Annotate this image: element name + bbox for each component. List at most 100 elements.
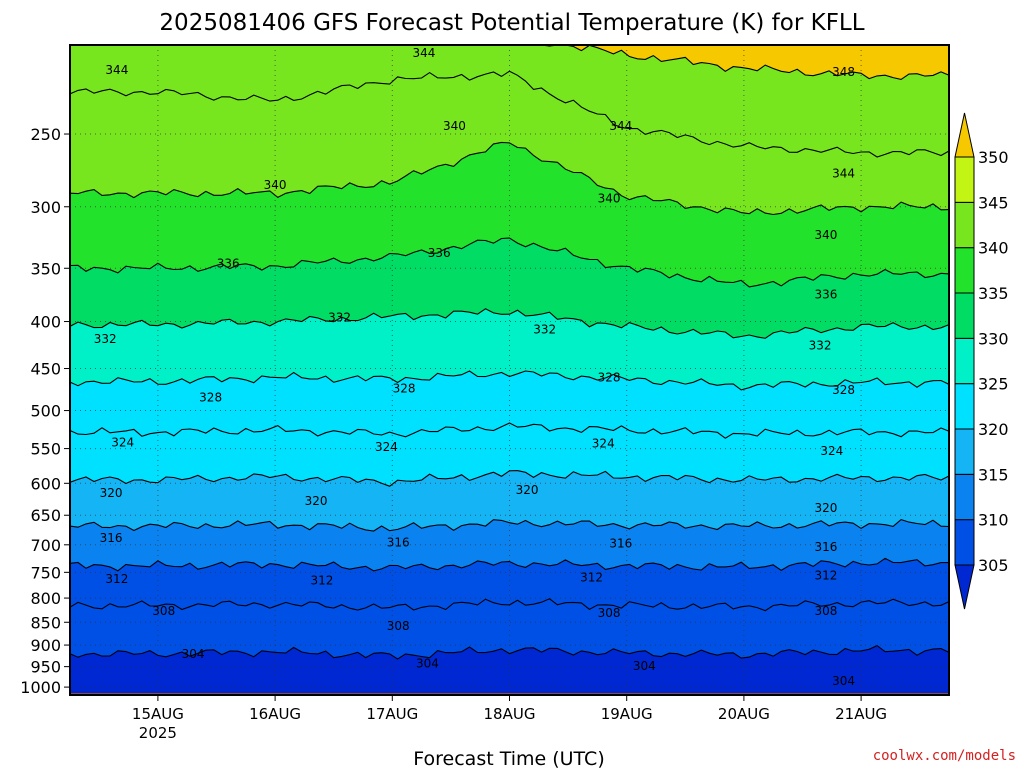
grid-lines bbox=[70, 45, 949, 695]
isentrope-line bbox=[69, 422, 950, 439]
x-tick-label: 17AUG bbox=[366, 705, 418, 723]
colorbar-label: 335 bbox=[978, 284, 1009, 303]
colorbar-segment bbox=[954, 247, 975, 294]
contour-label: 320 bbox=[516, 483, 539, 497]
contour-label: 336 bbox=[814, 288, 837, 302]
y-tick-label: 700 bbox=[30, 536, 61, 555]
contour-label: 312 bbox=[580, 571, 603, 585]
band-fill bbox=[70, 45, 949, 157]
contour-label: 312 bbox=[814, 569, 837, 583]
contour-label: 340 bbox=[264, 178, 287, 192]
contour-label: 316 bbox=[387, 536, 410, 550]
contour-label: 324 bbox=[375, 440, 398, 454]
chart-title: 2025081406 GFS Forecast Potential Temper… bbox=[159, 10, 864, 36]
contour-label: 316 bbox=[814, 540, 837, 554]
y-tick-label: 850 bbox=[30, 613, 61, 632]
x-axis-label: Forecast Time (UTC) bbox=[413, 748, 604, 768]
colorbar-label: 320 bbox=[978, 420, 1009, 439]
colorbar-segment bbox=[954, 428, 975, 475]
y-tick-label: 450 bbox=[30, 360, 61, 379]
isentrope-line bbox=[69, 644, 950, 660]
contour-label: 344 bbox=[609, 119, 632, 133]
contour-label: 320 bbox=[814, 501, 837, 515]
colorbar-label: 330 bbox=[978, 329, 1009, 348]
colorbar-segment bbox=[954, 292, 975, 339]
contour-label: 328 bbox=[393, 381, 416, 395]
contour-label: 344 bbox=[832, 166, 855, 180]
isentrope-line bbox=[69, 370, 950, 391]
colorbar-label: 310 bbox=[978, 511, 1009, 530]
x-tick-label: 16AUG bbox=[249, 705, 301, 723]
contour-label: 316 bbox=[100, 531, 123, 545]
y-tick-label: 300 bbox=[30, 198, 61, 217]
contour-label: 308 bbox=[152, 604, 175, 618]
shaded-bands bbox=[70, 45, 949, 695]
colorbar-segment bbox=[954, 383, 975, 430]
contour-label: 324 bbox=[111, 436, 134, 450]
contour-label: 304 bbox=[633, 659, 656, 673]
colorbar-label: 345 bbox=[978, 193, 1009, 212]
contour-label: 304 bbox=[182, 647, 205, 661]
isentrope-line bbox=[69, 470, 950, 487]
contour-label: 308 bbox=[598, 606, 621, 620]
y-tick-label: 350 bbox=[30, 259, 61, 278]
colorbar-segment bbox=[954, 156, 975, 203]
x-tick-label: 21AUG bbox=[835, 705, 887, 723]
y-tick-label: 650 bbox=[30, 506, 61, 525]
y-tick-label: 1000 bbox=[20, 678, 61, 697]
colorbar-segment bbox=[954, 337, 975, 385]
contour-label: 340 bbox=[443, 119, 466, 133]
y-axis: 250 300 350 400 450 500 550 600 650 700 750 800 850 9… bbox=[20, 125, 70, 697]
contour-label: 304 bbox=[416, 657, 439, 671]
colorbar-label: 305 bbox=[978, 556, 1009, 575]
colorbar-segment bbox=[954, 519, 975, 566]
isentrope-contours bbox=[69, 44, 950, 660]
y-tick-label: 900 bbox=[30, 636, 61, 655]
colorbar-label: 315 bbox=[978, 465, 1009, 484]
contour-labels: 344 344 348 340 344 344 340 340 340 336 336 336 332 3… bbox=[94, 46, 855, 688]
isentrope-line bbox=[69, 518, 950, 532]
contour-label: 316 bbox=[609, 537, 632, 551]
y-tick-label: 600 bbox=[30, 474, 61, 493]
credit-text: coolwx.com/models bbox=[873, 748, 1016, 764]
colorbar-under-arrow bbox=[954, 564, 975, 610]
y-tick-label: 400 bbox=[30, 313, 61, 332]
isentrope-line bbox=[69, 237, 950, 288]
x-tick-label: 20AUG bbox=[718, 705, 770, 723]
contour-label: 304 bbox=[832, 674, 855, 688]
contour-label: 332 bbox=[328, 311, 351, 325]
isentrope-line bbox=[69, 557, 949, 572]
contour-label: 332 bbox=[809, 339, 832, 353]
isentrope-line bbox=[69, 598, 950, 612]
y-tick-label: 550 bbox=[30, 440, 61, 459]
contour-label: 324 bbox=[592, 436, 615, 450]
contour-label: 328 bbox=[598, 370, 621, 384]
x-tick-label: 18AUG bbox=[484, 705, 536, 723]
contour-label: 332 bbox=[94, 332, 117, 346]
colorbar-over-arrow bbox=[954, 112, 975, 158]
contour-label: 308 bbox=[387, 619, 410, 633]
y-tick-label: 750 bbox=[30, 563, 61, 582]
contour-label: 308 bbox=[814, 604, 837, 618]
contour-label: 312 bbox=[311, 574, 334, 588]
contour-label: 312 bbox=[105, 572, 128, 586]
contour-label: 336 bbox=[428, 246, 451, 260]
contour-label: 328 bbox=[199, 391, 222, 405]
colorbar-label: 350 bbox=[978, 148, 1009, 167]
x-tick-sublabel: 2025 bbox=[139, 724, 177, 742]
colorbar-segment bbox=[954, 201, 975, 249]
colorbar: 305 310 315 320 325 330 335 340 345 350 bbox=[954, 112, 1009, 610]
contour-label: 320 bbox=[305, 494, 328, 508]
x-tick-label: 15AUG bbox=[132, 705, 184, 723]
contour-label: 324 bbox=[820, 444, 843, 458]
x-tick-label: 19AUG bbox=[601, 705, 653, 723]
y-tick-label: 250 bbox=[30, 125, 61, 144]
colorbar-label: 325 bbox=[978, 375, 1009, 394]
contour-label: 344 bbox=[412, 46, 435, 60]
isentrope-line bbox=[69, 70, 950, 158]
y-tick-label: 500 bbox=[30, 402, 61, 421]
colorbar-segment bbox=[954, 473, 975, 521]
isentrope-line bbox=[69, 141, 950, 216]
colorbar-label: 340 bbox=[978, 239, 1009, 258]
